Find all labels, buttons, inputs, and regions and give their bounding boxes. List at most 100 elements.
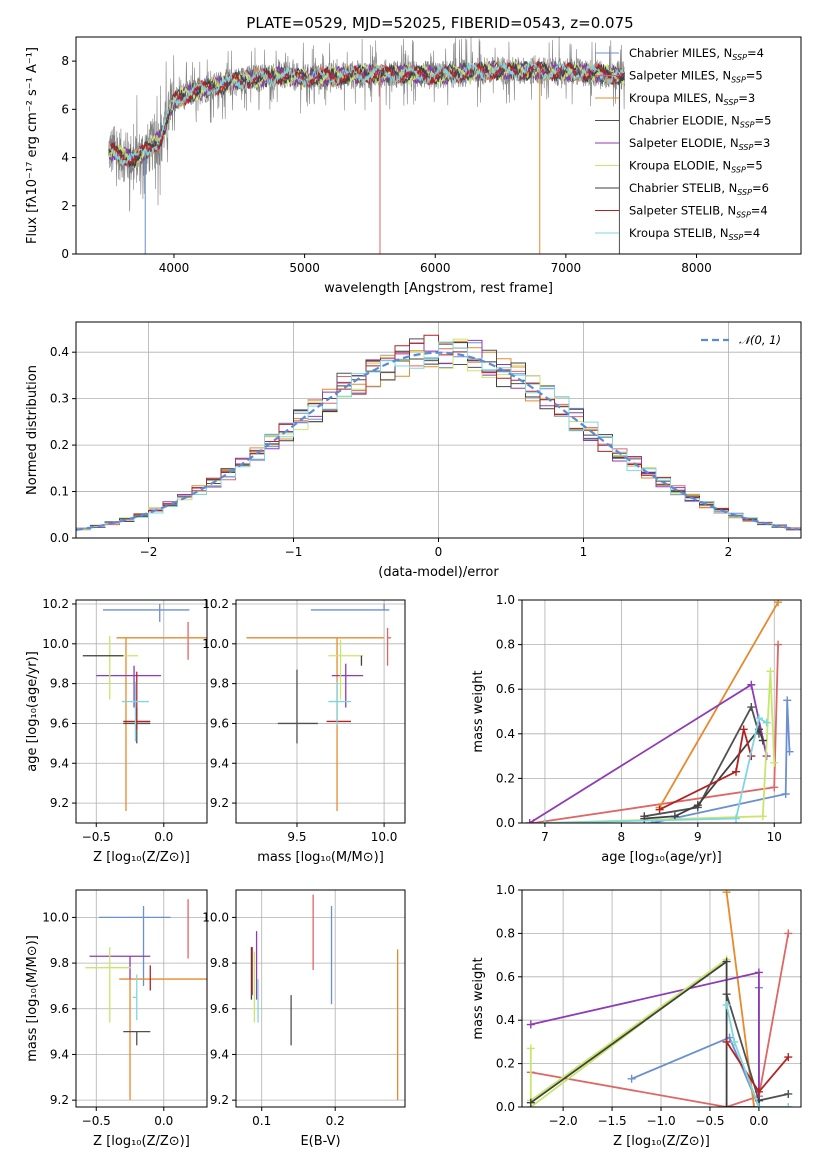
- series-marker: [693, 801, 702, 810]
- x-tick-label: 0: [435, 545, 443, 559]
- normal-reference-curve: [76, 351, 799, 531]
- x-tick-label: 10: [767, 830, 782, 844]
- series-marker: [766, 667, 775, 676]
- series-marker: [784, 1103, 793, 1107]
- legend-entry: Chabrier ELODIE, NSSP=5: [629, 114, 771, 130]
- series-line-1: [530, 933, 790, 1107]
- y-tick-label: 9.6: [50, 1002, 69, 1016]
- errorbar-point: [85, 635, 139, 700]
- series-line-0: [651, 700, 791, 823]
- series-line-8: [544, 716, 768, 823]
- y-tick-label: 9.6: [50, 716, 69, 730]
- axes-frame: [75, 889, 208, 1108]
- axes-frame: [235, 889, 406, 1108]
- y-tick-label: 9.8: [210, 956, 229, 970]
- model-spectrum-6: [108, 61, 625, 168]
- errorbar-point: [98, 905, 171, 986]
- plot-area: [246, 603, 392, 812]
- series-marker: [774, 640, 783, 649]
- x-axis-label: Z [log₁₀(Z/Z⊙)]: [93, 1134, 190, 1149]
- series-marker: [525, 819, 534, 823]
- series-marker: [627, 1074, 636, 1083]
- series-line-2: [725, 892, 789, 1107]
- series-marker: [540, 819, 549, 823]
- y-tick-label: 0.0: [496, 1100, 515, 1114]
- x-axis-label: mass [log₁₀(M/M⊙)]: [257, 850, 384, 865]
- y-tick-label: 0.8: [496, 638, 515, 652]
- series-marker: [739, 725, 748, 734]
- series-marker: [722, 1037, 731, 1046]
- series-marker: [722, 1001, 731, 1010]
- series-marker: [754, 1103, 763, 1107]
- y-tick-label: 9.6: [210, 1002, 229, 1016]
- panel-mass-weight-vs-Z: −2.0 −1.5 −1.0 −0.5 0.0 0.0 0.2 0.4 0.6 0.8 1.0 Z […: [471, 883, 802, 1149]
- y-tick-label: 0.0: [496, 816, 515, 830]
- errorbar-point: [331, 663, 364, 708]
- series-marker: [747, 703, 756, 712]
- plot-area: [108, 37, 625, 254]
- x-axis-label: Z [log₁₀(Z/Z⊙)]: [613, 1134, 710, 1149]
- series-marker: [758, 812, 767, 821]
- figure-title: PLATE=0529, MJD=52025, FIBERID=0543, z=0…: [246, 14, 633, 32]
- series-marker: [722, 957, 731, 966]
- x-axis-label: E(B-V): [300, 1134, 340, 1149]
- y-tick-label: 0.2: [496, 771, 515, 785]
- y-tick-label: 0.2: [50, 438, 69, 452]
- y-tick-label: 1.0: [496, 593, 515, 607]
- series-marker: [670, 812, 679, 821]
- errorbar-point: [277, 669, 318, 744]
- y-tick-label: 0.1: [50, 485, 69, 499]
- series-marker: [754, 968, 763, 977]
- x-axis-label: Z [log₁₀(Z/Z⊙)]: [93, 850, 190, 865]
- x-tick-label: 4000: [159, 261, 190, 275]
- plot-area: [82, 603, 207, 812]
- y-tick-label: 0.2: [496, 1057, 515, 1071]
- axes-frame: [75, 599, 208, 824]
- y-axis-label: age [log₁₀(age/yr)]: [25, 651, 40, 772]
- plot-area: [525, 600, 794, 823]
- y-tick-label: 9.2: [210, 796, 229, 810]
- series-marker: [722, 890, 731, 897]
- errorbar-point: [328, 639, 364, 700]
- y-tick-label: 9.4: [50, 756, 69, 770]
- x-tick-label: 0.0: [749, 1114, 768, 1128]
- series-marker: [655, 805, 664, 814]
- y-axis-label: mass weight: [471, 957, 486, 1039]
- errorbar-point: [246, 637, 385, 812]
- x-tick-label: 9.5: [287, 830, 306, 844]
- x-axis-label: age [log₁₀(age/yr)]: [601, 850, 722, 865]
- series-line-7: [725, 1041, 789, 1094]
- series-marker: [526, 1044, 535, 1053]
- model-spectrum-8: [108, 60, 625, 166]
- y-tick-label: 9.4: [210, 1047, 229, 1061]
- x-tick-label: −1.0: [646, 1114, 675, 1128]
- panel-residual-histogram: 𝒩(0, 1) −2 −1 0 1 2 0.0 0.1 0.2 0.3 0.4 (data-model…: [25, 321, 802, 580]
- histogram-series-8: [76, 341, 801, 530]
- y-tick-label: 10.0: [42, 910, 69, 924]
- y-tick-label: 8: [61, 54, 69, 68]
- axes-frame: [75, 36, 802, 255]
- y-tick-label: 0.4: [50, 345, 69, 359]
- y-tick-label: 1.0: [496, 883, 515, 897]
- errorbar-point: [386, 627, 392, 666]
- x-tick-label: −1: [285, 545, 303, 559]
- observed-spectrum: [108, 37, 625, 212]
- x-tick-label: −0.5: [695, 1114, 724, 1128]
- axes-frame: [235, 599, 406, 824]
- legend-entry: Kroupa ELODIE, NSSP=5: [629, 159, 763, 175]
- y-tick-label: 4: [61, 151, 69, 165]
- x-tick-label: 0.0: [154, 830, 173, 844]
- x-tick-label: 5000: [289, 261, 320, 275]
- series-line-3: [644, 704, 760, 818]
- errorbar-point: [103, 603, 190, 622]
- series-line-7: [659, 729, 753, 811]
- series-marker: [732, 814, 741, 823]
- errorbar-point: [328, 681, 351, 726]
- y-tick-label: 9.2: [50, 796, 69, 810]
- y-axis-label: Flux [fλ10⁻¹⁷ erg cm⁻² s⁻¹ A⁻¹]: [25, 47, 40, 244]
- y-tick-label: 10.0: [42, 637, 69, 651]
- x-tick-label: 9: [694, 830, 702, 844]
- series-marker: [783, 696, 792, 705]
- errorbar-point: [116, 637, 207, 812]
- panel-mass-vs-EBV: 0.1 0.2 9.2 9.4 9.6 9.8 10.0 E(B-V): [202, 889, 406, 1149]
